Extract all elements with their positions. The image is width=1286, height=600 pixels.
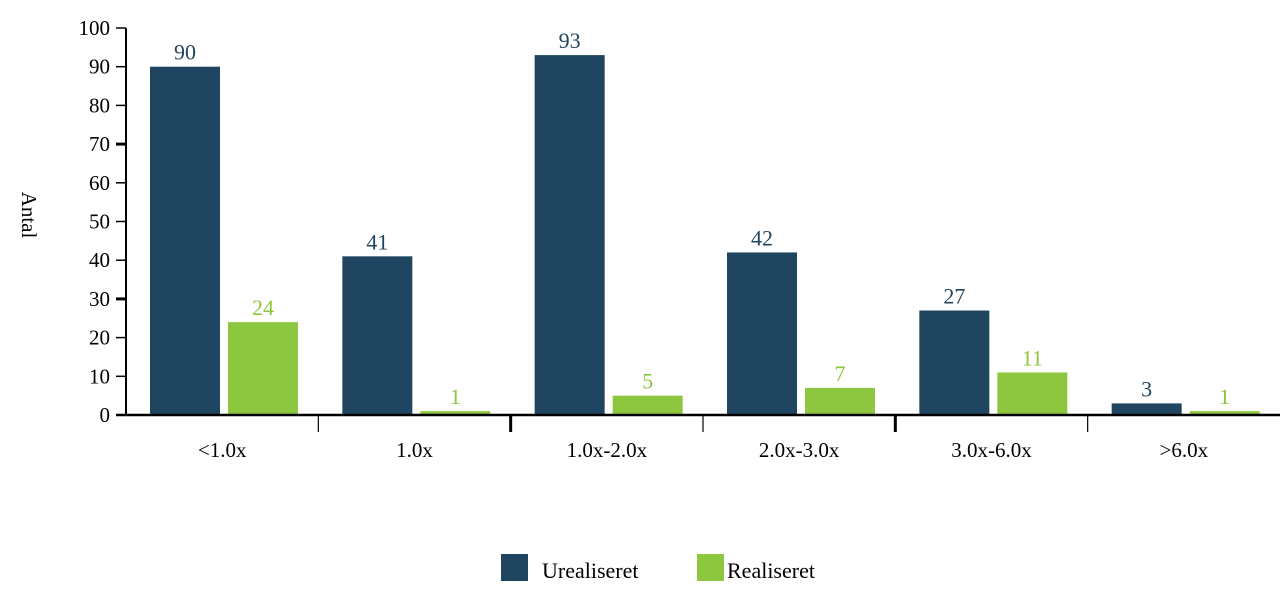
- legend-label-urealiseret: Urealiseret: [542, 558, 639, 583]
- data-label-urealiseret-3: 42: [751, 225, 773, 250]
- legend-swatch-realiseret: [697, 554, 724, 581]
- x-tick-label-3: 2.0x-3.0x: [759, 438, 840, 462]
- y-tick-label-0: 0: [100, 403, 111, 427]
- bar-realiseret-4: [997, 372, 1068, 415]
- data-label-realiseret-1: 1: [450, 384, 461, 409]
- x-tick-label-5: >6.0x: [1160, 438, 1209, 462]
- bar-urealiseret-3: [727, 252, 797, 415]
- data-label-realiseret-4: 11: [1022, 345, 1043, 370]
- y-tick-label-6: 60: [89, 171, 110, 195]
- y-tick-label-3: 30: [89, 287, 110, 311]
- y-tick-label-7: 70: [89, 132, 110, 156]
- data-label-realiseret-3: 7: [835, 361, 846, 386]
- data-label-realiseret-5: 1: [1219, 384, 1230, 409]
- data-label-urealiseret-0: 90: [174, 40, 196, 65]
- bar-urealiseret-2: [534, 55, 605, 416]
- data-label-realiseret-0: 24: [252, 295, 274, 320]
- x-tick-label-0: <1.0x: [198, 438, 247, 462]
- bar-realiseret-1: [420, 411, 491, 415]
- bar-urealiseret-0: [150, 66, 220, 415]
- y-tick-label-4: 40: [89, 248, 110, 272]
- bar-urealiseret-5: [1111, 403, 1182, 415]
- y-tick-label-8: 80: [89, 93, 110, 117]
- data-label-urealiseret-2: 93: [559, 28, 581, 53]
- y-tick-label-1: 10: [89, 364, 110, 388]
- y-tick-label-9: 90: [89, 55, 110, 79]
- bar-realiseret-3: [805, 387, 875, 415]
- y-tick-label-5: 50: [89, 210, 110, 234]
- bar-realiseret-5: [1189, 411, 1260, 415]
- data-label-urealiseret-1: 41: [366, 229, 388, 254]
- y-axis-title: Antal: [17, 192, 41, 239]
- legend-swatch-urealiseret: [501, 554, 528, 581]
- bar-urealiseret-1: [342, 256, 413, 415]
- data-label-realiseret-2: 5: [642, 369, 653, 394]
- y-tick-label-10: 100: [79, 16, 111, 40]
- y-tick-label-2: 20: [89, 326, 110, 350]
- data-label-urealiseret-4: 27: [943, 284, 965, 309]
- x-tick-label-1: 1.0x: [396, 438, 433, 462]
- data-label-urealiseret-5: 3: [1141, 376, 1152, 401]
- x-tick-label-2: 1.0x-2.0x: [567, 438, 648, 462]
- x-tick-label-4: 3.0x-6.0x: [951, 438, 1032, 462]
- bar-urealiseret-4: [919, 310, 990, 415]
- legend-label-realiseret: Realiseret: [727, 558, 815, 583]
- bar-realiseret-0: [228, 322, 298, 415]
- bar-realiseret-2: [612, 395, 683, 415]
